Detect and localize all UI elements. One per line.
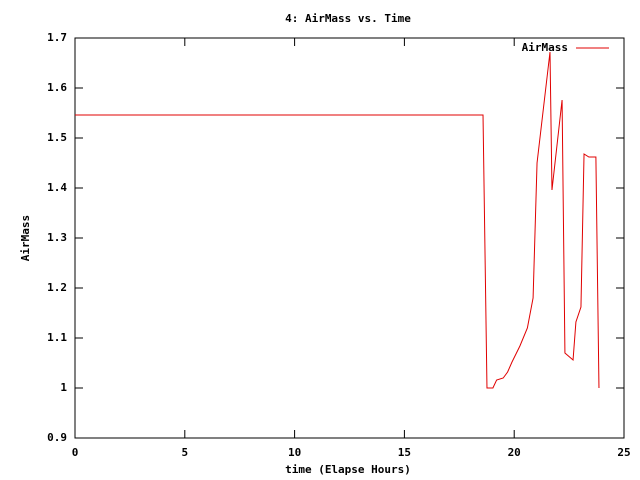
y-tick-label: 1.7: [47, 31, 67, 44]
y-tick-label: 0.9: [47, 431, 67, 444]
x-axis-label: time (Elapse Hours): [285, 463, 411, 476]
x-tick-label: 25: [617, 446, 630, 459]
x-tick-label: 5: [181, 446, 188, 459]
y-axis-label: AirMass: [19, 215, 32, 261]
y-tick-label: 1.4: [47, 181, 67, 194]
y-tick-label: 1.3: [47, 231, 67, 244]
x-tick-label: 20: [508, 446, 521, 459]
y-tick-label: 1.2: [47, 281, 67, 294]
plot-frame: [74, 37, 625, 439]
legend-label: AirMass: [522, 41, 568, 54]
y-tick-label: 1.1: [47, 331, 67, 344]
y-tick-label: 1: [60, 381, 67, 394]
data-line: [75, 51, 600, 389]
x-tick-label: 10: [288, 446, 301, 459]
chart-title: 4: AirMass vs. Time: [285, 12, 411, 25]
x-tick-label: 15: [398, 446, 411, 459]
x-tick-label: 0: [72, 446, 79, 459]
y-tick-label: 1.5: [47, 131, 67, 144]
y-tick-label: 1.6: [47, 81, 67, 94]
